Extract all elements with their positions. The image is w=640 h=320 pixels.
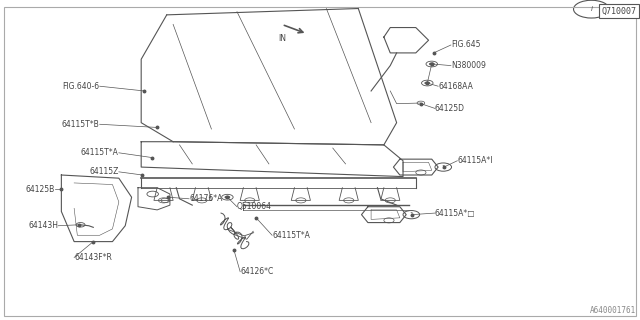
Text: i: i xyxy=(591,6,593,12)
Text: 64176*A: 64176*A xyxy=(189,194,223,203)
Text: 64143H: 64143H xyxy=(28,221,58,230)
Text: FIG.640-6: FIG.640-6 xyxy=(63,82,100,91)
Text: 64126*C: 64126*C xyxy=(240,267,273,276)
Text: 64115T*A: 64115T*A xyxy=(272,231,310,240)
Text: 1: 1 xyxy=(442,164,445,170)
Text: N380009: N380009 xyxy=(451,61,486,70)
Text: 64168AA: 64168AA xyxy=(438,82,473,91)
Text: 64115Z: 64115Z xyxy=(90,167,119,176)
Text: 64143F*R: 64143F*R xyxy=(74,253,112,262)
Circle shape xyxy=(425,82,430,84)
Text: 1: 1 xyxy=(410,212,413,217)
Text: 64115A*I: 64115A*I xyxy=(458,156,493,165)
Text: 64125D: 64125D xyxy=(435,104,465,113)
Circle shape xyxy=(429,63,435,65)
Text: 64115T*B: 64115T*B xyxy=(62,120,100,129)
Text: Q510064: Q510064 xyxy=(237,202,272,211)
Circle shape xyxy=(225,196,230,198)
Text: IN: IN xyxy=(278,34,287,43)
Text: A640001761: A640001761 xyxy=(590,306,636,315)
Text: 64125B: 64125B xyxy=(26,185,55,194)
Text: 64115A*□: 64115A*□ xyxy=(435,209,476,218)
Text: FIG.645: FIG.645 xyxy=(451,41,481,50)
Text: 64115T*A: 64115T*A xyxy=(81,148,119,157)
Text: Q710007: Q710007 xyxy=(601,7,636,16)
